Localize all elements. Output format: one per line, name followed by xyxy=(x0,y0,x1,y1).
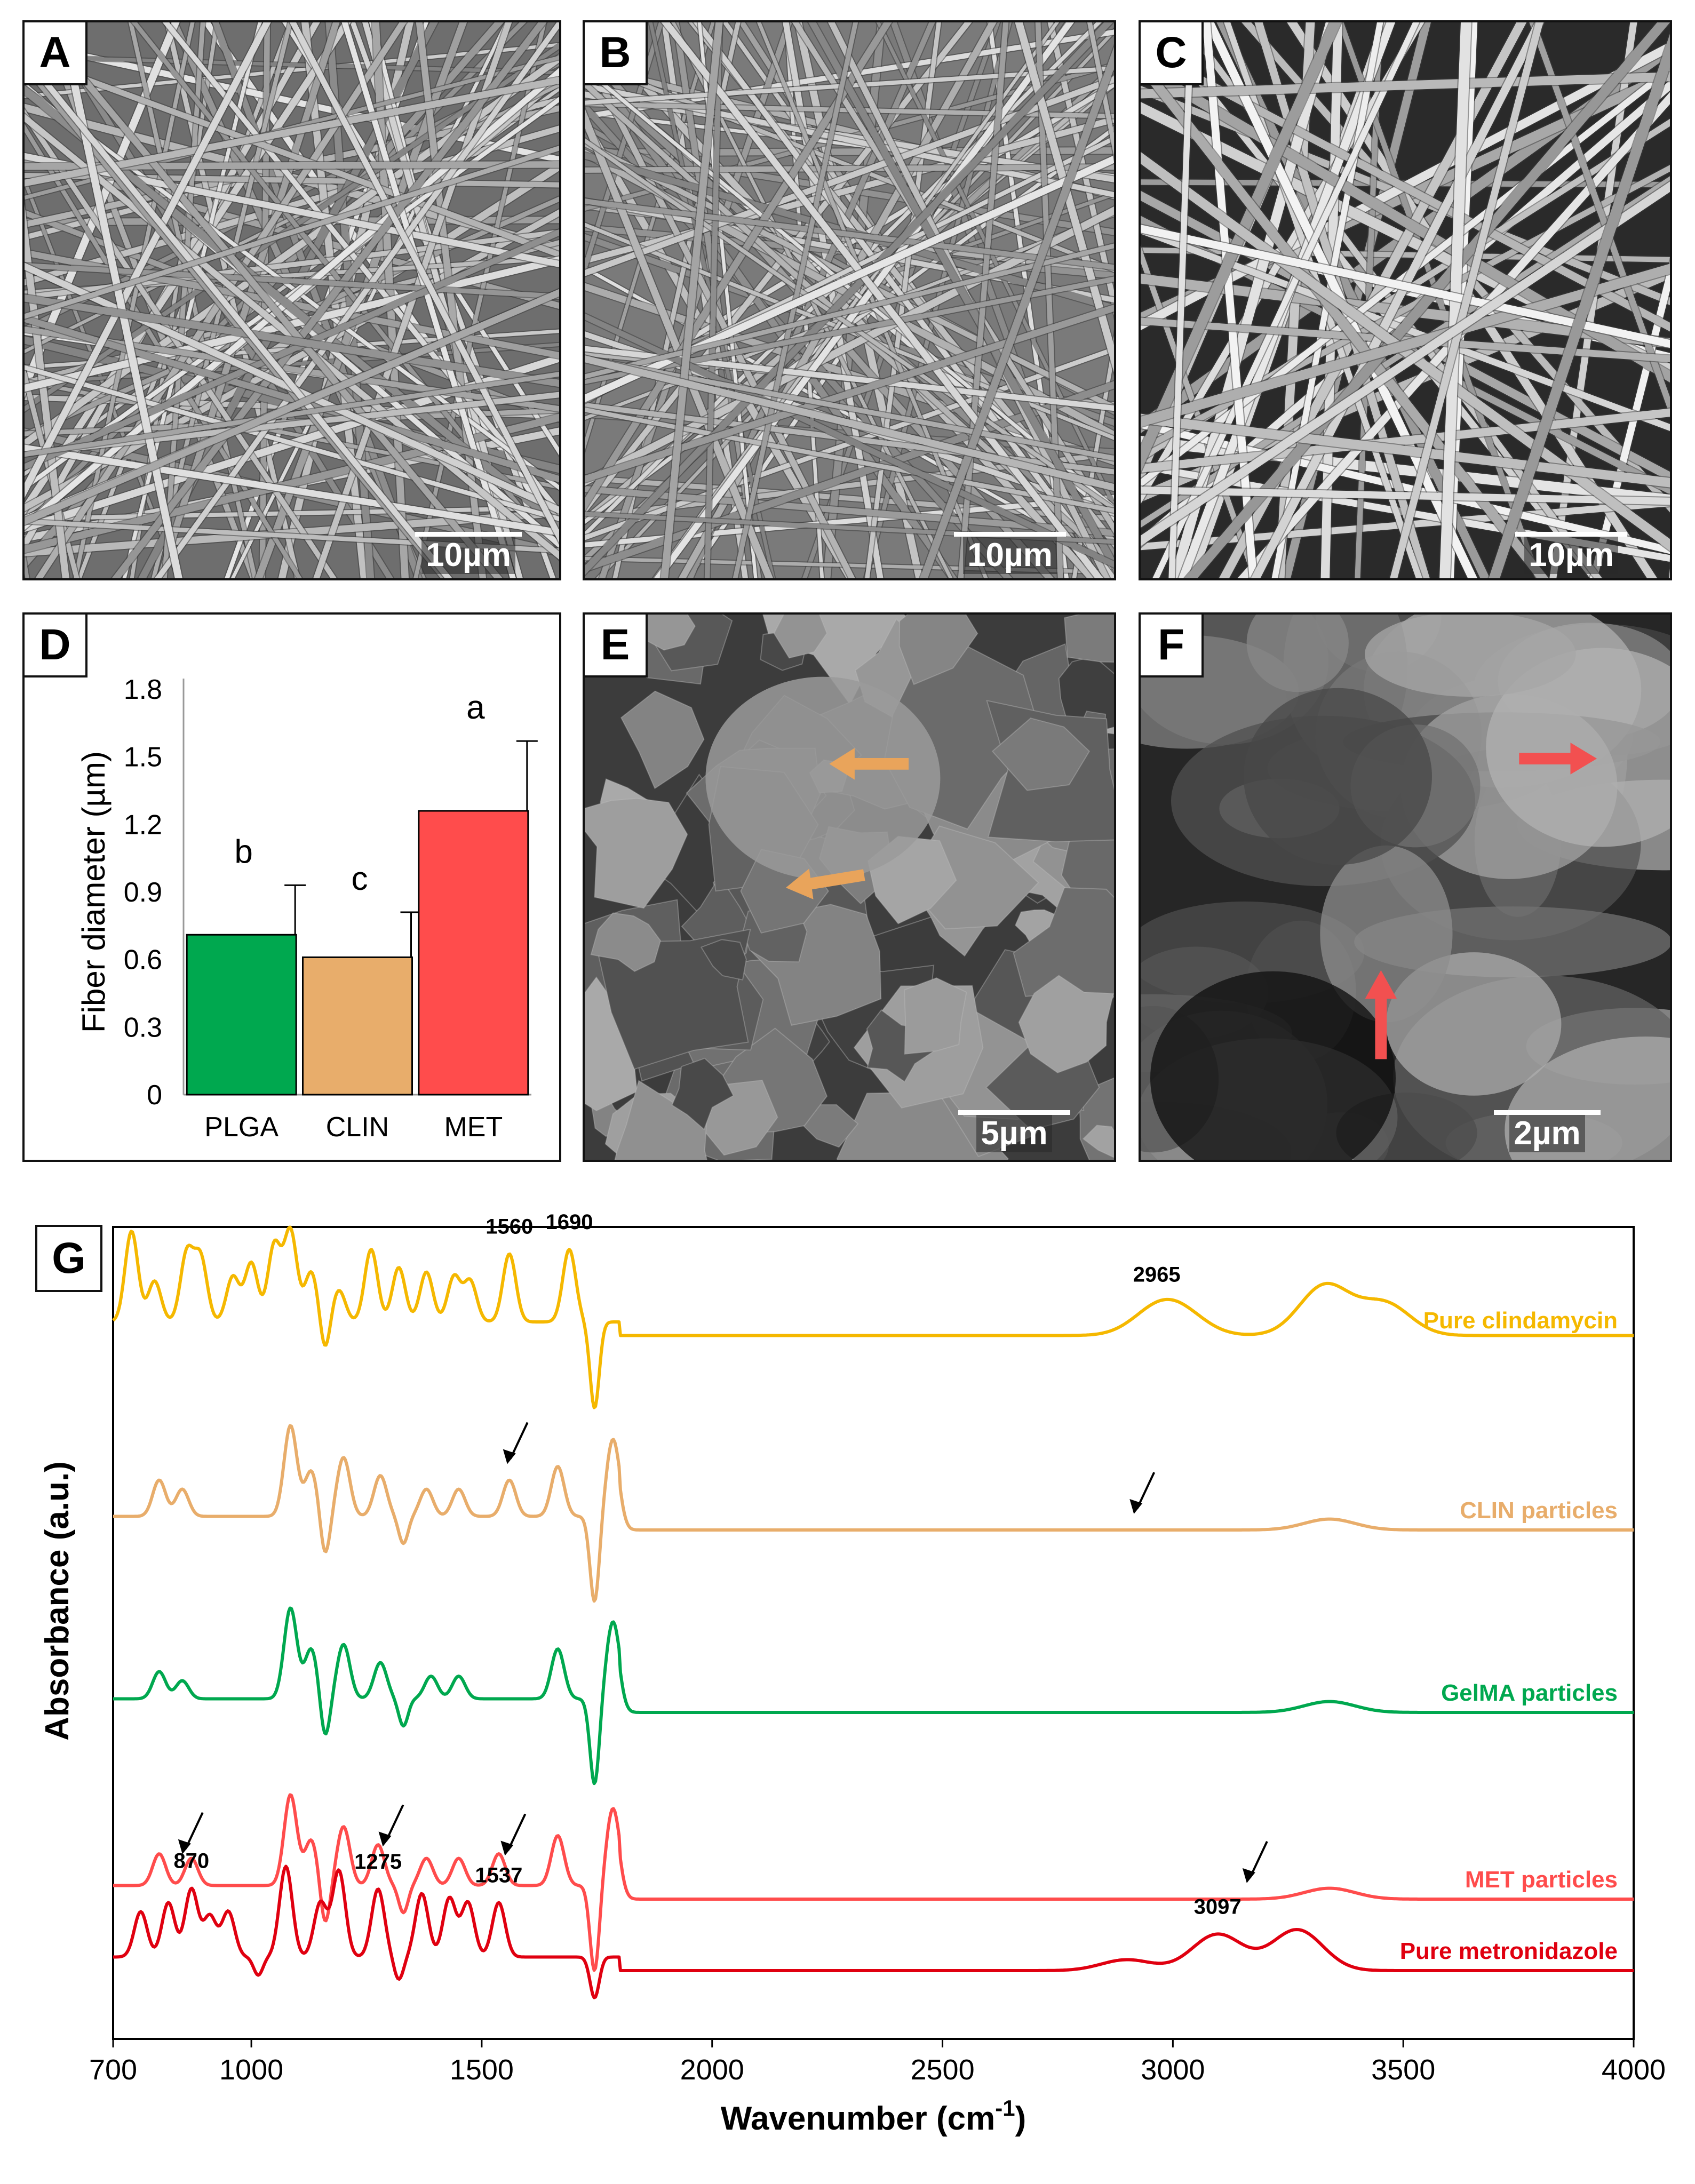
series-label: GelMA particles xyxy=(1441,1680,1618,1706)
bar-chart-svg: 0 0.3 0.6 0.9 1.2 1.5 1.8 Fiber diameter (µm) b P… xyxy=(76,674,538,1143)
fiber-mesh-image xyxy=(25,22,559,578)
scale-label-a: 10µm xyxy=(421,537,515,574)
sem-image-a: A 10µm xyxy=(22,20,561,580)
peak-label: 1537 xyxy=(475,1863,522,1887)
spectrum-line xyxy=(113,1424,1634,1603)
x-tick-label: 4000 xyxy=(1602,2054,1666,2086)
scale-bar-c: 10µm xyxy=(1515,532,1627,574)
x-tick-label: PLGA xyxy=(204,1112,278,1143)
particle-surface-image xyxy=(1141,615,1670,1160)
spectrum-line xyxy=(113,1793,1634,1972)
scale-bar-f: 2µm xyxy=(1494,1110,1601,1152)
annotation-arrow xyxy=(178,1812,204,1854)
series-label: CLIN particles xyxy=(1460,1497,1618,1524)
fiber-mesh-image xyxy=(585,22,1114,578)
y-tick-label: 0.6 xyxy=(124,945,162,976)
y-tick-label: 1.5 xyxy=(124,742,162,773)
annotation-arrow xyxy=(1242,1841,1268,1883)
sem-image-e: E 5µm xyxy=(583,612,1116,1162)
spectrum-line xyxy=(113,1864,1634,1999)
annotation-arrow xyxy=(503,1422,529,1464)
sem-image-c: C 10µm xyxy=(1139,20,1672,580)
y-axis-label: Absorbance (a.u.) xyxy=(39,1461,76,1741)
scale-label-e: 5µm xyxy=(976,1115,1052,1152)
panel-label-e: E xyxy=(585,615,648,677)
orange-arrow xyxy=(785,868,865,899)
scale-label-b: 10µm xyxy=(963,537,1057,574)
scale-bar-b: 10µm xyxy=(954,532,1066,574)
peak-label: 1560 xyxy=(486,1215,533,1239)
line-chart-svg: 700 1000 1500 2000 2500 3000 3500 4000 Wavenumbe… xyxy=(39,1210,1666,2137)
annotation-arrow xyxy=(500,1813,527,1856)
spectrum-line xyxy=(113,1606,1634,1786)
arrows-overlay xyxy=(785,748,909,899)
sem-image-b: B 10µm xyxy=(583,20,1116,580)
y-tick-label: 0.3 xyxy=(124,1012,162,1043)
x-axis-label: Wavenumber (cm-1) xyxy=(721,2095,1026,2137)
x-tick-label: 2500 xyxy=(910,2054,974,2086)
ftir-spectra-chart: 700 1000 1500 2000 2500 3000 3500 4000 Wavenumbe… xyxy=(0,1195,1695,2184)
x-tick-label: 700 xyxy=(89,2054,137,2086)
y-axis-label: Fiber diameter (µm) xyxy=(76,751,112,1033)
series-label: Pure clindamycin xyxy=(1423,1308,1618,1334)
peak-label: 3097 xyxy=(1194,1895,1242,1918)
panel-label-g: G xyxy=(35,1225,102,1292)
series-label: MET particles xyxy=(1465,1867,1618,1893)
x-tick-label: 1000 xyxy=(219,2054,283,2086)
plot-frame xyxy=(112,1226,1635,2040)
scale-label-c: 10µm xyxy=(1524,537,1618,574)
y-tick-label: 0 xyxy=(147,1080,162,1111)
y-tick-label: 0.9 xyxy=(124,877,162,908)
x-tick-label: 1500 xyxy=(450,2054,514,2086)
bar xyxy=(186,934,297,1096)
bar xyxy=(418,810,529,1096)
panel-label-a: A xyxy=(25,22,87,85)
sem-image-f: F 2µm xyxy=(1139,612,1672,1162)
peak-label: 1690 xyxy=(546,1210,593,1234)
significance-letter: c xyxy=(352,860,368,897)
x-tick-label: 3000 xyxy=(1141,2054,1205,2086)
panel-label-b: B xyxy=(585,22,648,85)
arrows-overlay xyxy=(1365,743,1597,1059)
red-arrow xyxy=(1365,970,1397,1059)
peak-label: 1275 xyxy=(354,1850,402,1874)
bar xyxy=(302,956,413,1096)
y-tick-label: 1.2 xyxy=(124,809,162,840)
red-arrow xyxy=(1519,743,1597,775)
annotation-arrow xyxy=(1129,1472,1156,1514)
x-tick-label: 3500 xyxy=(1371,2054,1435,2086)
y-tick-label: 1.8 xyxy=(124,674,162,705)
panel-label-c: C xyxy=(1141,22,1204,85)
significance-letter: a xyxy=(466,689,485,726)
x-tick-label: CLIN xyxy=(326,1112,389,1143)
peak-label: 2965 xyxy=(1133,1263,1181,1286)
scale-bar-e: 5µm xyxy=(958,1110,1070,1152)
orange-arrow xyxy=(829,748,909,780)
significance-letter: b xyxy=(234,833,252,870)
scale-bar-a: 10µm xyxy=(415,532,522,574)
peak-label: 870 xyxy=(173,1850,209,1873)
x-tick-label: MET xyxy=(444,1112,503,1143)
fiber-mesh-image xyxy=(1141,22,1670,578)
scale-label-f: 2µm xyxy=(1509,1115,1585,1152)
panel-label-d: D xyxy=(25,615,87,677)
annotation-arrow xyxy=(378,1804,404,1847)
x-tick-label: 2000 xyxy=(680,2054,744,2086)
panel-label-f: F xyxy=(1141,615,1204,677)
series-label: Pure metronidazole xyxy=(1400,1938,1618,1964)
fiber-diameter-chart: 0 0.3 0.6 0.9 1.2 1.5 1.8 Fiber diameter (µm) b P… xyxy=(22,612,561,1162)
spectrum-line xyxy=(112,1225,1634,1409)
